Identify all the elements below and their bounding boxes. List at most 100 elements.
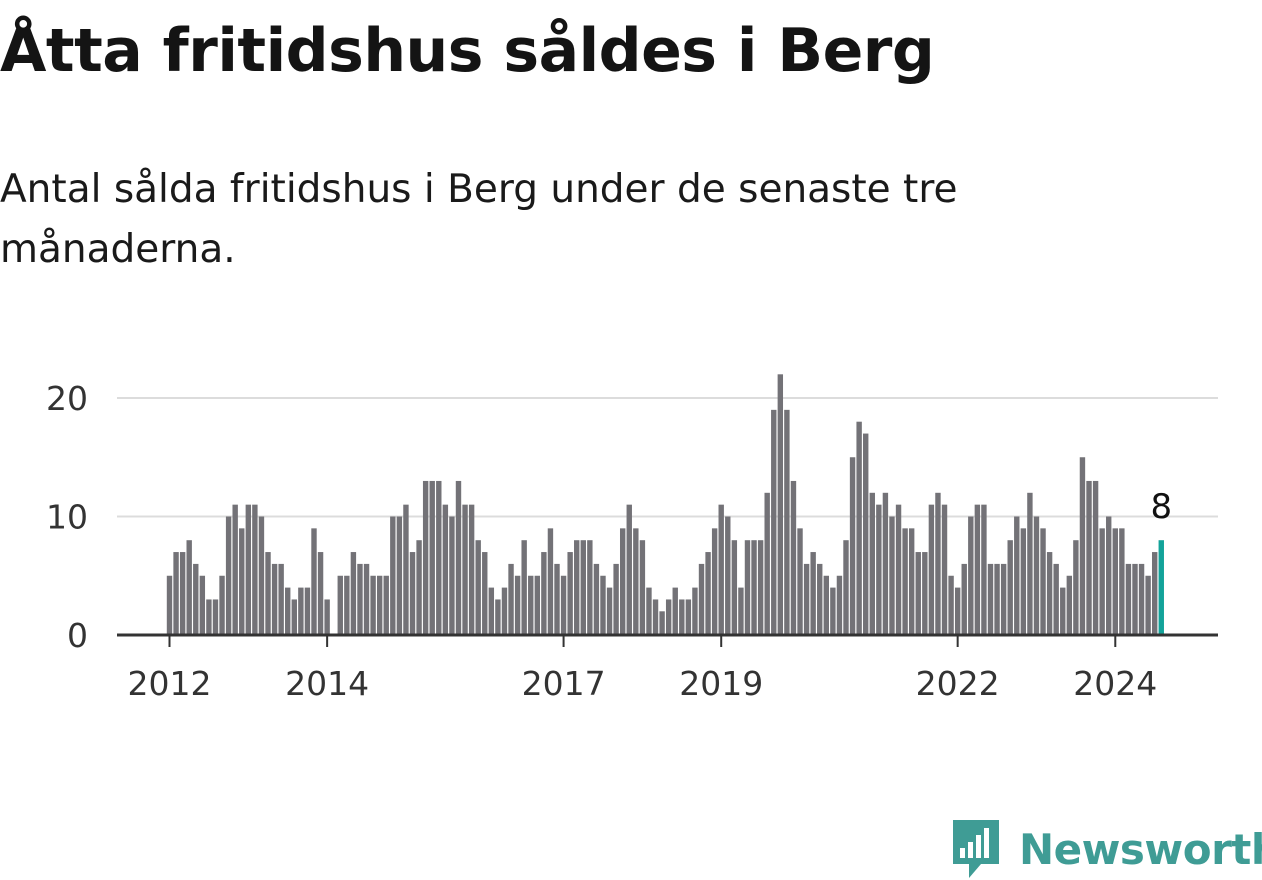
bar: [574, 540, 580, 635]
bar: [350, 552, 357, 635]
bar: [1125, 563, 1132, 635]
bar: [245, 504, 252, 635]
bar: [744, 540, 751, 635]
bar: [1020, 528, 1027, 635]
bar: [646, 587, 652, 635]
bar: [902, 528, 908, 635]
bar: [442, 504, 449, 635]
bar: [1040, 528, 1046, 635]
bar: [455, 480, 462, 635]
y-tick-label: 20: [46, 379, 88, 418]
bar: [895, 504, 902, 635]
bar: [258, 516, 265, 635]
bar: [882, 492, 889, 635]
bar: [514, 575, 521, 635]
bar: [790, 480, 797, 635]
bar: [981, 504, 987, 635]
bar: [698, 563, 705, 635]
bar: [1138, 563, 1145, 635]
bar: [619, 528, 626, 635]
bar: [193, 563, 199, 635]
bar: [383, 575, 389, 635]
bar: [863, 433, 869, 635]
bar: [554, 563, 560, 635]
bar: [725, 516, 731, 635]
newsworthy-logo-icon: [953, 820, 999, 878]
bar: [711, 528, 718, 635]
bar: [370, 575, 376, 635]
bar: [541, 552, 547, 635]
bar: [357, 563, 363, 635]
bar: [1132, 563, 1138, 635]
bar: [685, 599, 692, 635]
bar: [173, 552, 179, 635]
bar: [994, 563, 1000, 635]
bar: [534, 575, 541, 635]
bar: [186, 540, 192, 635]
bar-highlight: [1158, 540, 1164, 635]
bar: [771, 409, 777, 635]
bar: [751, 540, 757, 635]
x-tick-label: 2014: [285, 664, 369, 703]
bar: [1000, 563, 1007, 635]
bar: [1092, 480, 1099, 635]
bar: [600, 575, 606, 635]
bar: [390, 516, 396, 635]
bar: [429, 480, 435, 635]
bar: [1099, 528, 1105, 635]
bar: [692, 587, 698, 635]
bar: [1060, 587, 1066, 635]
bar: [528, 575, 534, 635]
bar: [876, 504, 882, 635]
bar: [1119, 528, 1125, 635]
bar: [252, 504, 258, 635]
x-tick-label: 2024: [1073, 664, 1157, 703]
bar: [449, 516, 455, 635]
bar: [633, 528, 639, 635]
x-ticks-layer: 2012 2014 2017 2019 2022 2024: [128, 635, 1157, 703]
bar: [915, 552, 921, 635]
bar: [422, 480, 429, 635]
bar: [843, 540, 849, 635]
bar: [1027, 492, 1033, 635]
bar: [718, 504, 724, 635]
bar: [606, 587, 613, 635]
bar: [409, 552, 416, 635]
bar: [928, 504, 935, 635]
bar: [212, 599, 219, 635]
bar: [987, 563, 994, 635]
bar: [501, 587, 508, 635]
bar: [462, 504, 468, 635]
bar: [560, 575, 567, 635]
bar: [908, 528, 915, 635]
bar: [757, 540, 764, 635]
newsworthy-brand[interactable]: Newsworthy: [951, 818, 1262, 880]
bar: [488, 587, 495, 635]
bar: [587, 540, 593, 635]
bar: [922, 552, 928, 635]
bar: [482, 552, 488, 635]
bar: [1106, 516, 1112, 635]
bar: [593, 563, 600, 635]
bar: [869, 492, 875, 635]
highlight-value-label: 8: [1150, 487, 1172, 527]
x-tick-label: 2017: [522, 664, 606, 703]
x-tick-label: 2019: [679, 664, 763, 703]
bar: [291, 599, 297, 635]
bar: [1066, 575, 1073, 635]
bar: [232, 504, 238, 635]
bar: [567, 552, 573, 635]
bar: [1145, 575, 1151, 635]
bar: [652, 599, 659, 635]
bar: [547, 528, 554, 635]
bar: [817, 563, 823, 635]
bar: [810, 552, 816, 635]
bar: [941, 504, 948, 635]
bar: [206, 599, 212, 635]
y-tick-label: 10: [46, 498, 88, 537]
bar: [1079, 457, 1086, 635]
bar: [764, 492, 770, 635]
value-label-layer: 8: [1150, 487, 1172, 527]
bar: [508, 563, 514, 635]
